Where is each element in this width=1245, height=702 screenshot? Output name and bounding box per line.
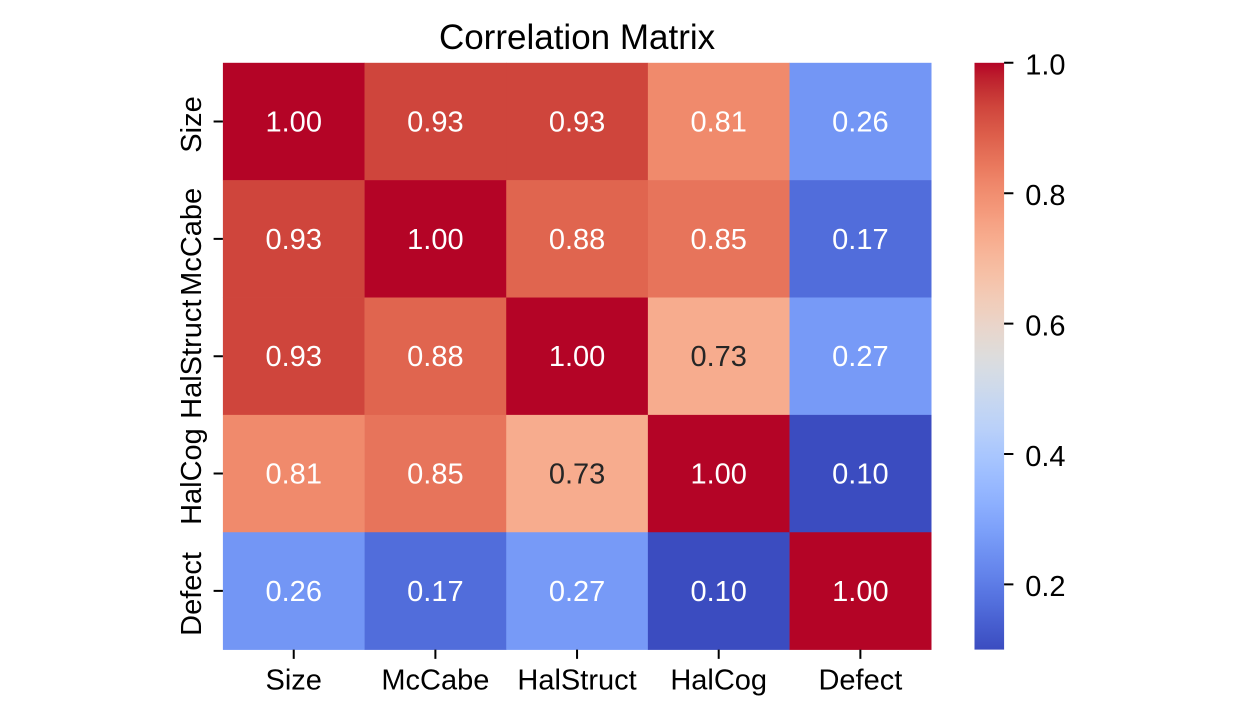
svg-text:0.93: 0.93 — [549, 106, 605, 138]
svg-text:McCabe: McCabe — [381, 665, 489, 697]
svg-text:0.4: 0.4 — [1025, 441, 1065, 473]
svg-text:0.93: 0.93 — [266, 224, 322, 256]
svg-text:0.88: 0.88 — [407, 341, 463, 373]
svg-text:HalCog: HalCog — [670, 665, 767, 697]
svg-text:0.6: 0.6 — [1025, 310, 1065, 342]
svg-text:0.17: 0.17 — [832, 224, 888, 256]
svg-text:0.10: 0.10 — [690, 576, 746, 608]
svg-text:0.10: 0.10 — [832, 459, 888, 491]
svg-text:0.73: 0.73 — [690, 341, 746, 373]
svg-text:1.00: 1.00 — [549, 341, 605, 373]
svg-text:0.88: 0.88 — [549, 224, 605, 256]
svg-text:0.73: 0.73 — [549, 459, 605, 491]
svg-text:1.00: 1.00 — [266, 106, 322, 138]
svg-text:1.0: 1.0 — [1025, 50, 1065, 82]
svg-text:0.17: 0.17 — [407, 576, 463, 608]
svg-text:0.93: 0.93 — [407, 106, 463, 138]
svg-text:0.2: 0.2 — [1025, 571, 1065, 603]
svg-text:Size: Size — [176, 96, 208, 152]
svg-text:1.00: 1.00 — [407, 224, 463, 256]
svg-text:Defect: Defect — [818, 665, 902, 697]
svg-text:HalStruct: HalStruct — [176, 300, 208, 419]
svg-text:1.00: 1.00 — [690, 459, 746, 491]
svg-text:0.27: 0.27 — [832, 341, 888, 373]
svg-text:1.00: 1.00 — [832, 576, 888, 608]
svg-text:Defect: Defect — [176, 552, 208, 636]
svg-text:0.26: 0.26 — [266, 576, 322, 608]
svg-text:0.93: 0.93 — [266, 341, 322, 373]
svg-text:0.26: 0.26 — [832, 106, 888, 138]
svg-text:HalStruct: HalStruct — [517, 665, 636, 697]
svg-text:0.81: 0.81 — [690, 106, 746, 138]
svg-text:Size: Size — [266, 665, 322, 697]
svg-text:0.85: 0.85 — [690, 224, 746, 256]
svg-text:0.85: 0.85 — [407, 459, 463, 491]
svg-text:0.27: 0.27 — [549, 576, 605, 608]
svg-text:Correlation Matrix: Correlation Matrix — [439, 18, 716, 57]
svg-text:0.8: 0.8 — [1025, 180, 1065, 212]
svg-text:McCabe: McCabe — [176, 188, 208, 296]
svg-text:HalCog: HalCog — [176, 428, 208, 525]
svg-text:0.81: 0.81 — [266, 459, 322, 491]
